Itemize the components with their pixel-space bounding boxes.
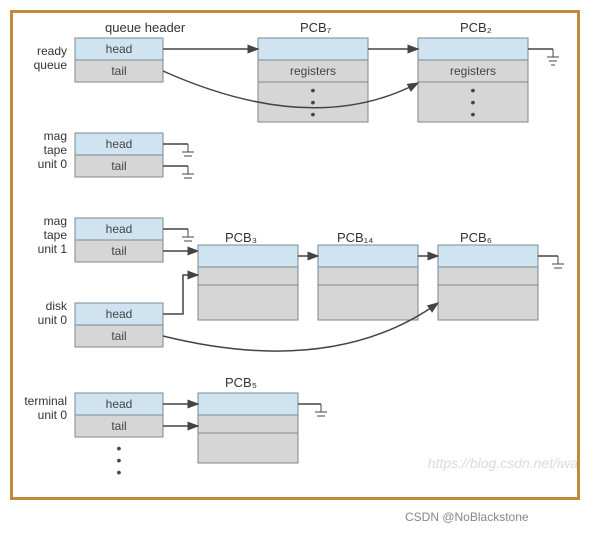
svg-text:tail: tail [111, 329, 126, 343]
pcb2-box: registers • • • [418, 38, 528, 122]
pcb5-box [198, 393, 298, 463]
svg-text:head: head [106, 397, 133, 411]
svg-text:•: • [471, 106, 476, 122]
pcb14-box [318, 245, 418, 320]
svg-text:registers: registers [290, 64, 336, 78]
magtape1-header-box: head tail [75, 218, 163, 262]
disk0-header-box: head tail [75, 303, 163, 347]
pcb7-box: registers • • • [258, 38, 368, 122]
svg-text:head: head [106, 137, 133, 151]
null-ground-magtape1-head [163, 229, 194, 241]
svg-text:head: head [106, 42, 133, 56]
svg-text:registers: registers [450, 64, 496, 78]
diagram-svg: head tail registers • • • registers • • … [13, 13, 577, 497]
terminal0-header-box: head tail [75, 393, 163, 437]
magtape0-header-box: head tail [75, 133, 163, 177]
ready-queue-header-box: head tail [75, 38, 163, 82]
svg-text:tail: tail [111, 244, 126, 258]
svg-text:tail: tail [111, 64, 126, 78]
pcb3-box [198, 245, 298, 320]
svg-text:tail: tail [111, 419, 126, 433]
watermark-text: https://blog.csdn.net/iwa [428, 455, 578, 471]
svg-text:head: head [106, 307, 133, 321]
svg-text:head: head [106, 222, 133, 236]
attribution-text: CSDN @NoBlackstone [405, 510, 529, 524]
svg-text:•: • [117, 464, 122, 480]
null-ground-magtape0-head [163, 144, 194, 156]
pcb6-box [438, 245, 538, 320]
null-ground-row1 [528, 49, 559, 65]
null-ground-pcb5 [298, 404, 327, 416]
null-ground-magtape0-tail [163, 166, 194, 178]
null-ground-pcb6 [538, 256, 564, 268]
svg-text:tail: tail [111, 159, 126, 173]
